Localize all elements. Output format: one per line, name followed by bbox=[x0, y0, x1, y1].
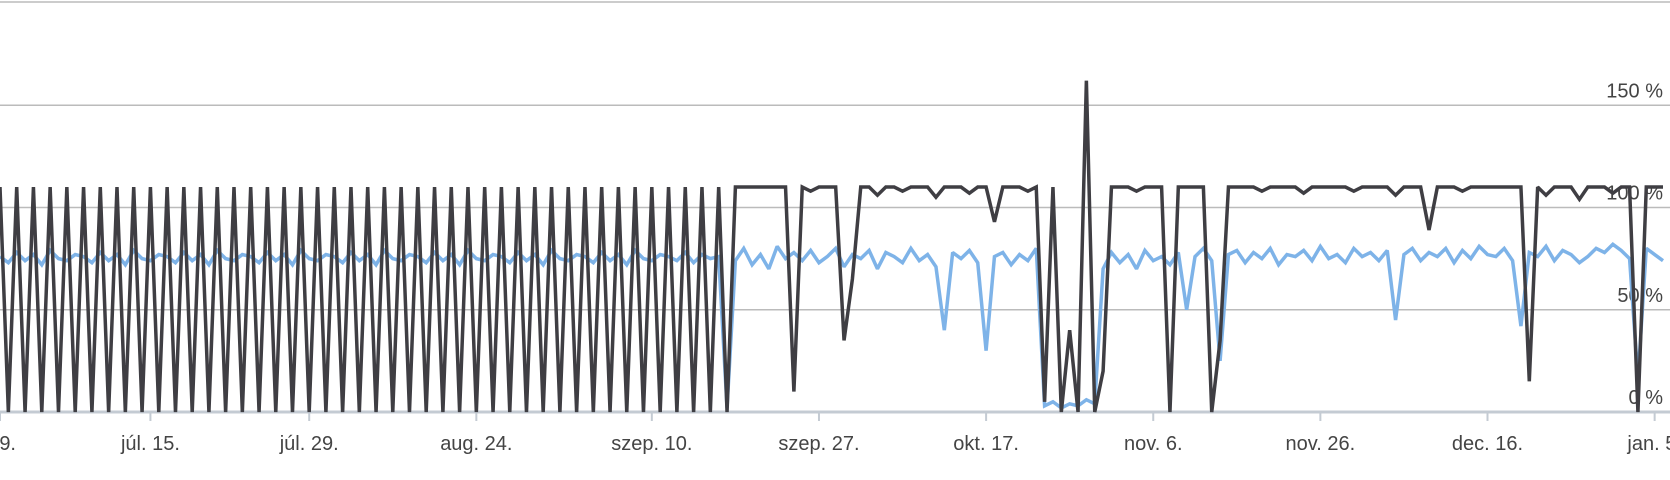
x-tick-label: szep. 27. bbox=[778, 433, 859, 455]
x-tick-label: 9. bbox=[0, 433, 16, 455]
y-tick-label: 0 % bbox=[1629, 387, 1664, 409]
x-tick-label: dec. 16. bbox=[1452, 433, 1523, 455]
x-tick-label: aug. 24. bbox=[440, 433, 512, 455]
x-tick-label: júl. 29. bbox=[279, 433, 339, 455]
series-line bbox=[0, 242, 1665, 410]
series-line bbox=[0, 80, 1663, 413]
x-tick-label: nov. 6. bbox=[1124, 433, 1183, 455]
y-tick-label: 150 % bbox=[1606, 80, 1663, 102]
x-tick-label: szep. 10. bbox=[611, 433, 692, 455]
x-tick-label: júl. 15. bbox=[120, 433, 180, 455]
x-tick-label: jan. 5. bbox=[1626, 433, 1670, 455]
x-tick-label: okt. 17. bbox=[953, 433, 1019, 455]
x-tick-label: nov. 26. bbox=[1286, 433, 1356, 455]
y-tick-label: 50 % bbox=[1617, 285, 1663, 307]
